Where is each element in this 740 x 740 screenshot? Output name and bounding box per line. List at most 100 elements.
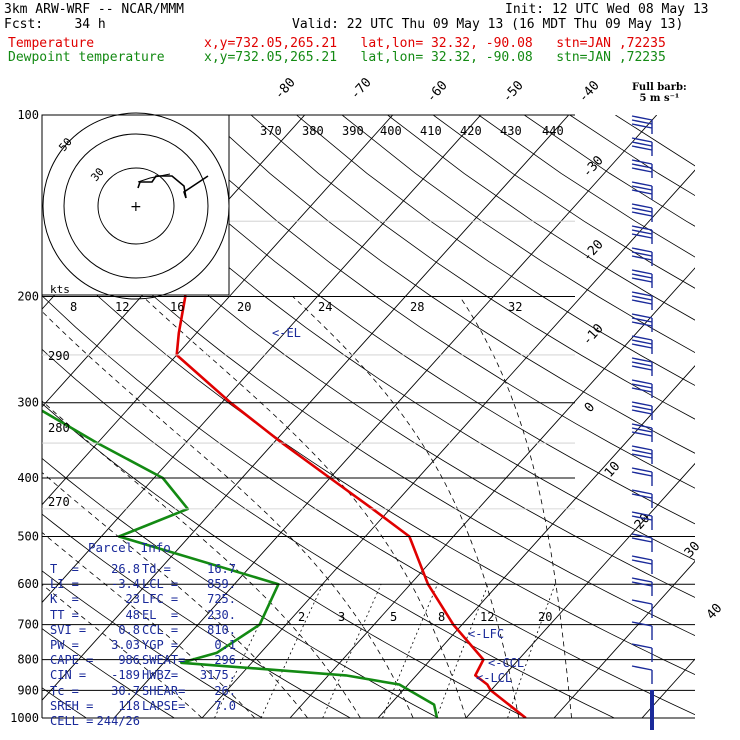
isobar-label: 500	[17, 529, 39, 543]
wind-barb-flag	[631, 211, 653, 217]
wind-barb-flag	[631, 141, 653, 147]
wind-barb-flag	[631, 621, 653, 627]
barb-legend: Full barb: 5 m s⁻¹	[632, 82, 687, 104]
dry-adiabat	[478, 115, 695, 258]
hodograph-speed-label: 12	[115, 300, 129, 314]
parcel-row-right-label: CCL =	[142, 622, 179, 637]
dry-adiabat	[42, 403, 527, 718]
parcel-row-left: SREH = 118	[50, 699, 140, 714]
mixing-ratio-label: 12	[480, 610, 494, 624]
parcel-row-left-label: LI =	[50, 577, 79, 592]
hodograph-speed-label: 8	[70, 300, 77, 314]
valid-time: Valid: 22 UTC Thu 09 May 13 (16 MDT Thu …	[292, 17, 684, 32]
wind-barb-flag	[631, 291, 653, 297]
wind-barb-flag	[631, 247, 653, 253]
parcel-row-left-label: SVI =	[50, 622, 87, 637]
mixing-ratio-label: 20	[538, 610, 552, 624]
parcel-row-right-label: HWBZ=	[142, 668, 179, 683]
wind-barb-flag	[631, 383, 653, 389]
wind-barb-flag	[631, 453, 653, 459]
level-annotation: <-CCL	[488, 656, 524, 670]
dry-adiabat	[296, 115, 695, 386]
wind-barb-flag	[631, 313, 653, 319]
wind-barb-flag	[631, 321, 653, 327]
isotherm-label: -50	[500, 78, 527, 105]
hodograph-speed-label: 32	[508, 300, 522, 314]
parcel-row-right-label: Td =	[142, 562, 171, 576]
isotherm-line	[113, 115, 658, 718]
temperature-location: x,y=732.05,265.21 lat,lon= 32.32, -90.08…	[204, 36, 666, 51]
wind-barb-flag	[631, 361, 653, 367]
isotherm-line	[289, 267, 695, 718]
parcel-row-left-label: K =	[50, 592, 79, 607]
dry-adiabat	[569, 115, 695, 197]
wind-barb-flag	[631, 643, 653, 649]
wind-barb-flag	[631, 555, 653, 561]
parcel-row-right-value: 16.7	[207, 562, 236, 576]
wind-barb-flag	[631, 467, 653, 473]
dewpoint-location: x,y=732.05,265.21 lat,lon= 32.32, -90.08…	[204, 50, 666, 65]
wind-barb-flag	[631, 379, 653, 385]
wind-barb-flag	[631, 449, 653, 455]
mixing-ratio-line	[382, 584, 438, 718]
hodograph-origin: +	[130, 199, 142, 215]
parcel-row-right: HWBZ= 3175.	[142, 668, 236, 683]
mixing-ratio-line	[436, 584, 489, 718]
wind-barb-flag	[631, 115, 653, 121]
isotherm-label: -70	[348, 75, 375, 102]
parcel-row-right: EL = 230.	[142, 608, 236, 623]
theta-label: 390	[342, 124, 364, 138]
parcel-row-right-label: EL =	[142, 607, 179, 622]
dry-adiabat	[250, 115, 695, 420]
wind-barb-surface	[650, 690, 654, 730]
level-annotation: <-EL	[272, 326, 301, 340]
isobar-label: 800	[17, 653, 39, 667]
wind-barb-flag	[631, 277, 653, 283]
wind-barb-flag	[631, 317, 653, 323]
dry-adiabat	[524, 115, 695, 227]
parcel-row-right	[142, 714, 236, 729]
forecast-hour: Fcst: 34 h	[4, 17, 106, 32]
theta-label: 370	[260, 124, 282, 138]
temperature-legend: Temperature	[8, 36, 95, 51]
theta-label: 410	[420, 124, 442, 138]
parcel-info-title: Parcel Info	[88, 540, 171, 555]
wind-barb-flag	[631, 427, 653, 433]
parcel-row-right-value: 0.1	[214, 638, 236, 653]
isotherm-line	[465, 462, 695, 718]
parcel-row-right-value: 810.	[207, 622, 236, 637]
wind-barb-flag	[631, 233, 653, 239]
isotherm-line	[730, 115, 740, 718]
barb-legend-title: Full barb:	[632, 82, 687, 93]
wind-barb-flag	[631, 163, 653, 169]
parcel-row-right: SWEAT= 296	[142, 653, 236, 668]
theta-label: 420	[460, 124, 482, 138]
wind-barb-flag	[631, 493, 653, 499]
parcel-row-right: LCL = 859.	[142, 577, 236, 592]
wind-barb-flag	[631, 405, 653, 411]
wind-barb-flag	[631, 123, 653, 129]
mixing-ratio-label: 8	[438, 610, 445, 624]
wind-barb-flag	[631, 269, 653, 275]
parcel-row-left-value: 986	[118, 653, 140, 668]
wind-barb-flag	[631, 423, 653, 429]
isotherm-line	[377, 365, 695, 718]
wind-barb-flag	[631, 665, 653, 671]
parcel-row-left-label: CIN =	[50, 668, 87, 683]
parcel-row-right: SHEAR= 26.	[142, 684, 236, 699]
wind-barb-flag	[631, 581, 653, 587]
wind-barb-flag	[631, 489, 653, 495]
mixing-ratio-line	[507, 584, 556, 718]
isotherm-label: 40	[704, 601, 726, 623]
dry-adiabat	[42, 457, 439, 718]
theta-label: 380	[302, 124, 324, 138]
isobar-label: 400	[17, 471, 39, 485]
wind-barb-flag	[631, 167, 653, 173]
parcel-row-right: CCL = 810.	[142, 623, 236, 638]
dry-adiabat	[341, 115, 695, 354]
theta-label: 400	[380, 124, 402, 138]
parcel-row-right-value: 230.	[207, 607, 236, 622]
parcel-row-left-label: TT =	[50, 607, 79, 622]
isobar-label: 300	[17, 396, 39, 410]
